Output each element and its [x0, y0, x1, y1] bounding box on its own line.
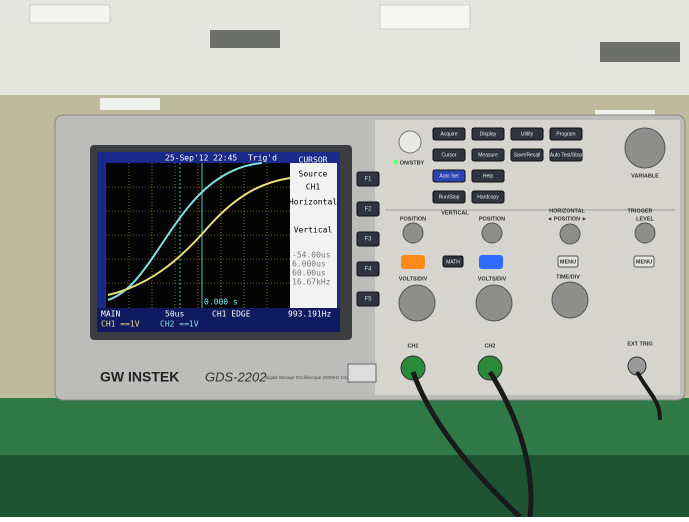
- f-key-label: F2: [364, 207, 372, 213]
- f-key-label: F5: [364, 297, 372, 303]
- volts-knob[interactable]: [476, 285, 512, 321]
- ch2-button[interactable]: [479, 255, 503, 269]
- position-knob[interactable]: [560, 224, 580, 244]
- button-label: Auto Set: [439, 173, 459, 179]
- readout: -54.00us: [292, 251, 331, 260]
- input-label: EXT TRIG: [627, 341, 652, 347]
- ch2-scale: CH2 ==1V: [160, 320, 199, 329]
- position-knob[interactable]: [482, 223, 502, 243]
- frequency: 993.191Hz: [288, 310, 332, 319]
- knob-label: TIME/DIV: [556, 274, 580, 280]
- date: 25-Sep'12 22:45: [165, 154, 237, 163]
- mode: MAIN: [101, 310, 120, 319]
- button-label: Cursor: [441, 152, 456, 158]
- button-label: Measure: [478, 152, 498, 158]
- menu-item: Vertical: [294, 226, 333, 235]
- model: GDS-2202: [205, 369, 267, 384]
- button-label: MENU: [560, 259, 576, 265]
- button-label: Run/Stop: [439, 194, 460, 200]
- vent: [210, 30, 280, 48]
- power-led: [394, 160, 399, 165]
- ch1-scale: CH1 ==1V: [101, 320, 140, 329]
- cursor-time: 0.000 s: [204, 298, 238, 307]
- level-knob[interactable]: [635, 223, 655, 243]
- vent: [600, 42, 680, 62]
- knob-label: VARIABLE: [631, 173, 659, 179]
- f-key-label: F4: [364, 267, 372, 273]
- knob-label: VOLTS/DIV: [399, 276, 428, 282]
- volts-knob[interactable]: [399, 285, 435, 321]
- readout: 6.000us: [292, 260, 326, 269]
- button-label: Save/Recall: [514, 152, 541, 158]
- readout: 60.00us: [292, 269, 326, 278]
- timebase: 50us: [165, 310, 184, 319]
- knob-label: POSITION: [479, 216, 505, 222]
- brand: GW INSTEK: [100, 369, 179, 385]
- button-label: Acquire: [441, 131, 458, 137]
- knob-label: ◄ POSITION ►: [547, 216, 587, 222]
- button-label: Auto Test/Stop: [550, 152, 583, 158]
- knob-label: VOLTS/DIV: [478, 276, 507, 282]
- section-label: HORIZONTAL: [549, 208, 585, 214]
- f-key-label: F1: [364, 177, 372, 183]
- description: Digital Storage Oscilloscope 200MHz 1GSa…: [265, 375, 356, 380]
- button-label: Display: [480, 131, 497, 137]
- menu-item: Source: [299, 170, 328, 179]
- menu-item: CH1: [306, 183, 321, 192]
- ceiling-light: [30, 5, 110, 23]
- button-label: MATH: [446, 259, 460, 265]
- f-key-label: F3: [364, 237, 372, 243]
- ceiling-light: [380, 5, 470, 29]
- button-label: Help: [483, 173, 494, 179]
- section-label: VERTICAL: [441, 210, 469, 216]
- button-label: MENU: [636, 259, 652, 265]
- ch1-button[interactable]: [401, 255, 425, 269]
- section-label: TRIGGER: [627, 208, 652, 214]
- knob-label: POSITION: [400, 216, 426, 222]
- variable-knob[interactable]: [625, 128, 665, 168]
- readout: 16.67kHz: [292, 278, 331, 287]
- button-label: Hardcopy: [477, 194, 499, 200]
- menu-item: Horizontal: [289, 198, 337, 207]
- input-label: CH1: [407, 343, 418, 349]
- time-knob[interactable]: [552, 282, 588, 318]
- power-button[interactable]: [399, 131, 421, 153]
- button-label: Program: [556, 131, 575, 137]
- photo: 25-Sep'12 22:45 Trig'd CURSOR Source CH1…: [0, 0, 689, 517]
- trigger-source: CH1 EDGE: [212, 310, 251, 319]
- ceiling-light: [100, 98, 160, 110]
- input-label: CH2: [484, 343, 495, 349]
- position-knob[interactable]: [403, 223, 423, 243]
- table-edge: [0, 455, 689, 517]
- menu-title: CURSOR: [299, 156, 328, 165]
- button-label: Utility: [521, 131, 534, 137]
- trigger-status: Trig'd: [248, 154, 277, 163]
- usb-port: [348, 364, 376, 382]
- knob-label: LEVEL: [636, 216, 654, 222]
- power-label: ON/STBY: [400, 160, 425, 166]
